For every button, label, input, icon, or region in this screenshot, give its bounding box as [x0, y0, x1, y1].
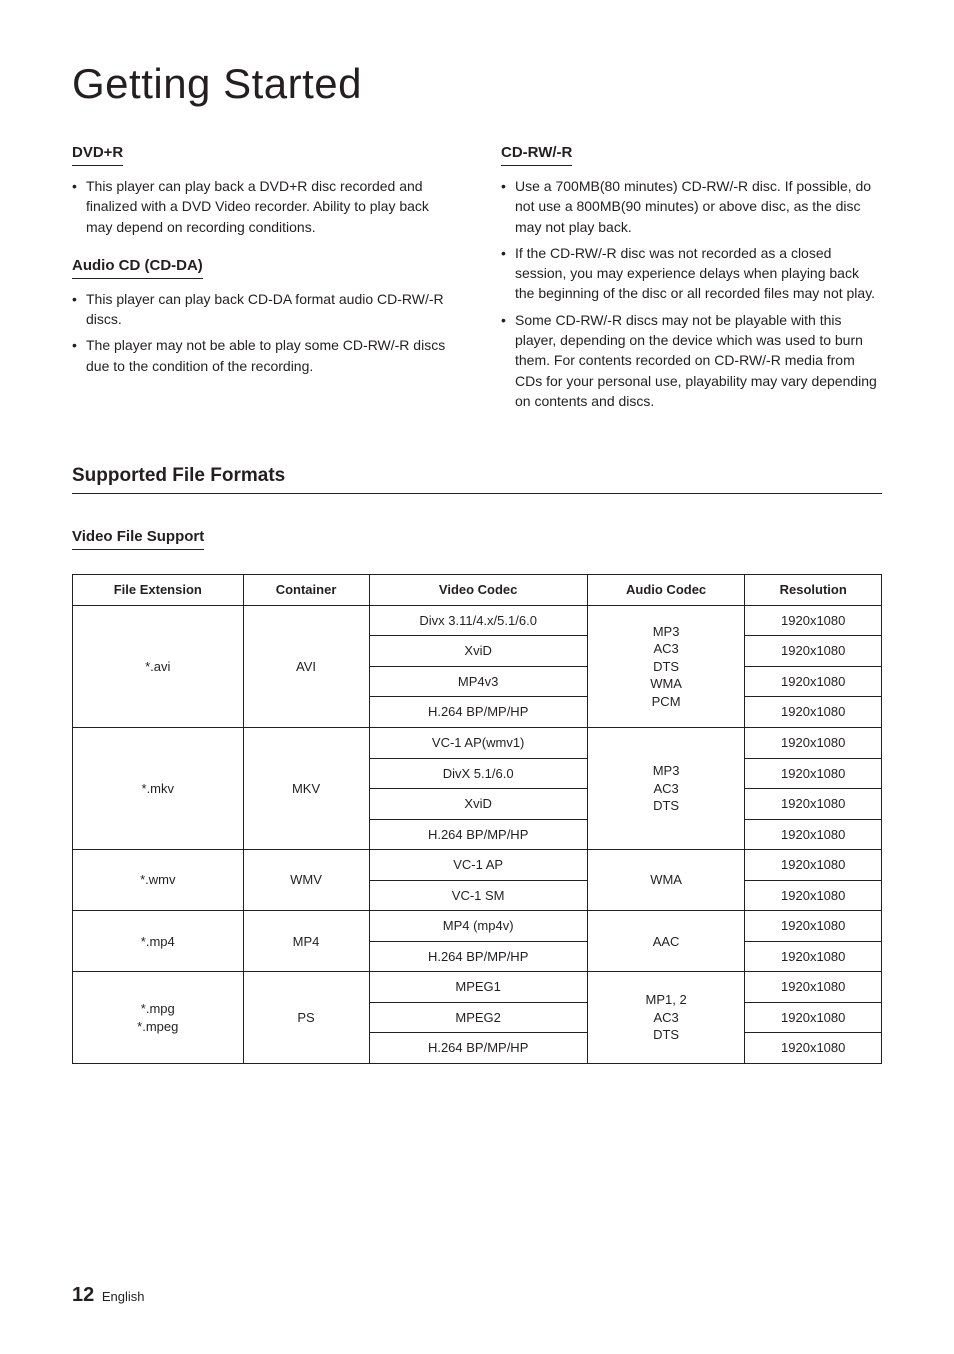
cell-audio-codec: AAC: [587, 911, 745, 972]
supported-formats-heading: Supported File Formats: [72, 465, 882, 494]
cell-resolution: 1920x1080: [745, 666, 882, 697]
cell-video-codec: MPEG2: [369, 1002, 587, 1033]
cell-resolution: 1920x1080: [745, 1002, 882, 1033]
cell-video-codec: H.264 BP/MP/HP: [369, 941, 587, 972]
cell-audio-codec: MP1, 2AC3DTS: [587, 972, 745, 1064]
table-body: *.aviAVIDivx 3.11/4.x/5.1/6.0MP3AC3DTSWM…: [73, 605, 882, 1063]
table-row: *.aviAVIDivx 3.11/4.x/5.1/6.0MP3AC3DTSWM…: [73, 605, 882, 636]
list-item: This player can play back CD-DA format a…: [72, 289, 453, 330]
cell-video-codec: H.264 BP/MP/HP: [369, 697, 587, 728]
table-row: *.mp4MP4MP4 (mp4v)AAC1920x1080: [73, 911, 882, 942]
list-item: Some CD-RW/-R discs may not be playable …: [501, 310, 882, 411]
cell-resolution: 1920x1080: [745, 697, 882, 728]
list-item: If the CD-RW/-R disc was not recorded as…: [501, 243, 882, 304]
cell-video-codec: DivX 5.1/6.0: [369, 758, 587, 789]
cell-container: MP4: [243, 911, 369, 972]
cell-resolution: 1920x1080: [745, 911, 882, 942]
cell-file-extension: *.mkv: [73, 728, 244, 850]
cell-resolution: 1920x1080: [745, 728, 882, 759]
list-item: The player may not be able to play some …: [72, 335, 453, 376]
cell-resolution: 1920x1080: [745, 636, 882, 667]
table-column-header: Container: [243, 575, 369, 606]
list-item: Use a 700MB(80 minutes) CD-RW/-R disc. I…: [501, 176, 882, 237]
table-column-header: File Extension: [73, 575, 244, 606]
audio-cd-heading: Audio CD (CD-DA): [72, 257, 203, 279]
cell-resolution: 1920x1080: [745, 758, 882, 789]
cell-video-codec: MP4v3: [369, 666, 587, 697]
cell-video-codec: VC-1 SM: [369, 880, 587, 911]
cell-file-extension: *.mp4: [73, 911, 244, 972]
cell-video-codec: VC-1 AP(wmv1): [369, 728, 587, 759]
cell-file-extension: *.wmv: [73, 850, 244, 911]
dvd-r-list: This player can play back a DVD+R disc r…: [72, 176, 453, 237]
table-column-header: Video Codec: [369, 575, 587, 606]
page-language: English: [102, 1289, 145, 1304]
audio-cd-list: This player can play back CD-DA format a…: [72, 289, 453, 376]
cell-resolution: 1920x1080: [745, 880, 882, 911]
cell-audio-codec: MP3AC3DTSWMAPCM: [587, 605, 745, 727]
table-column-header: Audio Codec: [587, 575, 745, 606]
cell-container: MKV: [243, 728, 369, 850]
cd-rw-heading: CD-RW/-R: [501, 144, 572, 166]
cell-video-codec: MPEG1: [369, 972, 587, 1003]
table-row: *.mpg*.mpegPSMPEG1MP1, 2AC3DTS1920x1080: [73, 972, 882, 1003]
dvd-r-heading: DVD+R: [72, 144, 123, 166]
cell-resolution: 1920x1080: [745, 972, 882, 1003]
table-column-header: Resolution: [745, 575, 882, 606]
cell-video-codec: MP4 (mp4v): [369, 911, 587, 942]
list-item: This player can play back a DVD+R disc r…: [72, 176, 453, 237]
video-support-table: File ExtensionContainerVideo CodecAudio …: [72, 574, 882, 1064]
cell-video-codec: H.264 BP/MP/HP: [369, 1033, 587, 1064]
cell-container: AVI: [243, 605, 369, 727]
cell-audio-codec: MP3AC3DTS: [587, 728, 745, 850]
cd-rw-list: Use a 700MB(80 minutes) CD-RW/-R disc. I…: [501, 176, 882, 411]
cell-video-codec: VC-1 AP: [369, 850, 587, 881]
cell-resolution: 1920x1080: [745, 941, 882, 972]
right-column: CD-RW/-R Use a 700MB(80 minutes) CD-RW/-…: [501, 144, 882, 417]
page-footer: 12 English: [72, 1284, 882, 1307]
cell-container: PS: [243, 972, 369, 1064]
cell-resolution: 1920x1080: [745, 819, 882, 850]
table-row: *.wmvWMVVC-1 APWMA1920x1080: [73, 850, 882, 881]
page-number: 12: [72, 1284, 94, 1306]
cell-resolution: 1920x1080: [745, 1033, 882, 1064]
cell-audio-codec: WMA: [587, 850, 745, 911]
video-file-support-heading: Video File Support: [72, 528, 204, 550]
two-column-layout: DVD+R This player can play back a DVD+R …: [72, 144, 882, 417]
cell-file-extension: *.avi: [73, 605, 244, 727]
cell-resolution: 1920x1080: [745, 605, 882, 636]
cell-video-codec: Divx 3.11/4.x/5.1/6.0: [369, 605, 587, 636]
cell-video-codec: XviD: [369, 789, 587, 820]
cell-container: WMV: [243, 850, 369, 911]
page-title: Getting Started: [72, 60, 882, 108]
table-row: *.mkvMKVVC-1 AP(wmv1)MP3AC3DTS1920x1080: [73, 728, 882, 759]
table-header: File ExtensionContainerVideo CodecAudio …: [73, 575, 882, 606]
cell-video-codec: XviD: [369, 636, 587, 667]
cell-resolution: 1920x1080: [745, 850, 882, 881]
cell-file-extension: *.mpg*.mpeg: [73, 972, 244, 1064]
left-column: DVD+R This player can play back a DVD+R …: [72, 144, 453, 417]
cell-resolution: 1920x1080: [745, 789, 882, 820]
cell-video-codec: H.264 BP/MP/HP: [369, 819, 587, 850]
